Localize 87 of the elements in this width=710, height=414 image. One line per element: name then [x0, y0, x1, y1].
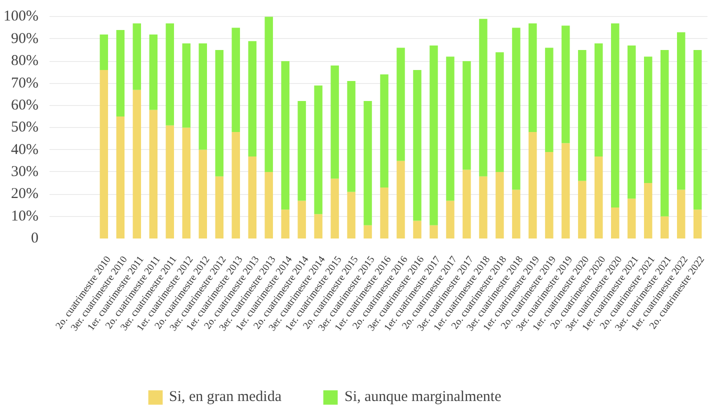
y-tick-label: 0 — [31, 230, 38, 246]
bar — [232, 132, 240, 238]
bar — [182, 43, 190, 128]
bar — [430, 46, 438, 226]
bar — [693, 210, 702, 238]
bar — [182, 128, 190, 238]
bar — [314, 214, 322, 238]
bar — [446, 200, 454, 238]
bar — [512, 190, 520, 238]
bar — [562, 143, 570, 238]
bar — [248, 156, 256, 238]
bar — [578, 180, 586, 238]
bar — [264, 172, 273, 238]
y-tick-label: 40% — [11, 142, 39, 158]
bar — [281, 210, 290, 238]
bar — [396, 160, 405, 238]
bar — [132, 23, 142, 90]
bar — [676, 190, 686, 238]
bar — [496, 172, 504, 238]
bar — [347, 81, 356, 192]
bar — [611, 23, 620, 208]
bar — [594, 156, 603, 238]
y-tick-label: 80% — [11, 53, 39, 70]
bar — [330, 66, 339, 179]
bar — [462, 170, 471, 238]
bar — [413, 70, 422, 221]
bar — [380, 74, 388, 188]
bar — [644, 56, 652, 184]
y-tick-label: 90% — [11, 30, 39, 47]
bar — [166, 125, 174, 238]
bar — [430, 225, 438, 238]
bar — [545, 152, 554, 238]
bar — [479, 176, 488, 238]
bar — [611, 207, 620, 238]
bar — [215, 50, 224, 176]
bar — [594, 43, 603, 156]
bar — [660, 50, 669, 216]
bar — [676, 32, 686, 190]
bar — [660, 216, 669, 238]
bar — [264, 16, 273, 172]
bar — [248, 41, 256, 156]
y-tick-label: 100% — [4, 8, 39, 25]
bar — [644, 183, 652, 238]
bar — [281, 61, 290, 210]
bar — [380, 187, 388, 238]
bar — [149, 34, 158, 110]
bar — [314, 85, 322, 214]
y-tick-label: 70% — [11, 75, 39, 92]
bar — [132, 90, 142, 238]
bar — [628, 198, 636, 238]
bar — [232, 28, 240, 132]
bar — [198, 150, 207, 238]
bar — [347, 192, 356, 238]
bar — [100, 34, 108, 70]
bar — [198, 43, 207, 150]
y-tick-label: 10% — [11, 208, 39, 224]
bar — [116, 116, 125, 238]
bar — [330, 178, 339, 238]
legend-label: Si, en gran medida — [169, 388, 282, 406]
bar — [413, 220, 422, 238]
bar — [364, 225, 372, 238]
bar — [215, 176, 224, 238]
bar — [628, 46, 636, 199]
bar — [479, 18, 488, 176]
bar — [166, 23, 174, 126]
y-tick-label: 60% — [11, 97, 39, 114]
bar — [578, 50, 586, 181]
bar — [446, 56, 454, 201]
bar — [396, 48, 405, 161]
bar — [528, 23, 537, 132]
y-tick-label: 20% — [11, 186, 39, 202]
bar — [512, 28, 520, 190]
bar — [116, 30, 125, 117]
bar — [562, 26, 570, 144]
legend-label: Si, aunque marginalmente — [344, 388, 502, 406]
bar — [545, 48, 554, 152]
bar — [496, 52, 504, 172]
y-tick-label: 50% — [11, 120, 39, 136]
bar — [364, 100, 372, 226]
bar — [693, 50, 702, 210]
bar — [528, 132, 537, 238]
y-tick-label: 30% — [11, 164, 39, 180]
bar — [149, 110, 158, 238]
bar — [298, 100, 306, 201]
bar — [100, 70, 108, 238]
bar — [298, 200, 306, 238]
bar — [462, 61, 471, 170]
